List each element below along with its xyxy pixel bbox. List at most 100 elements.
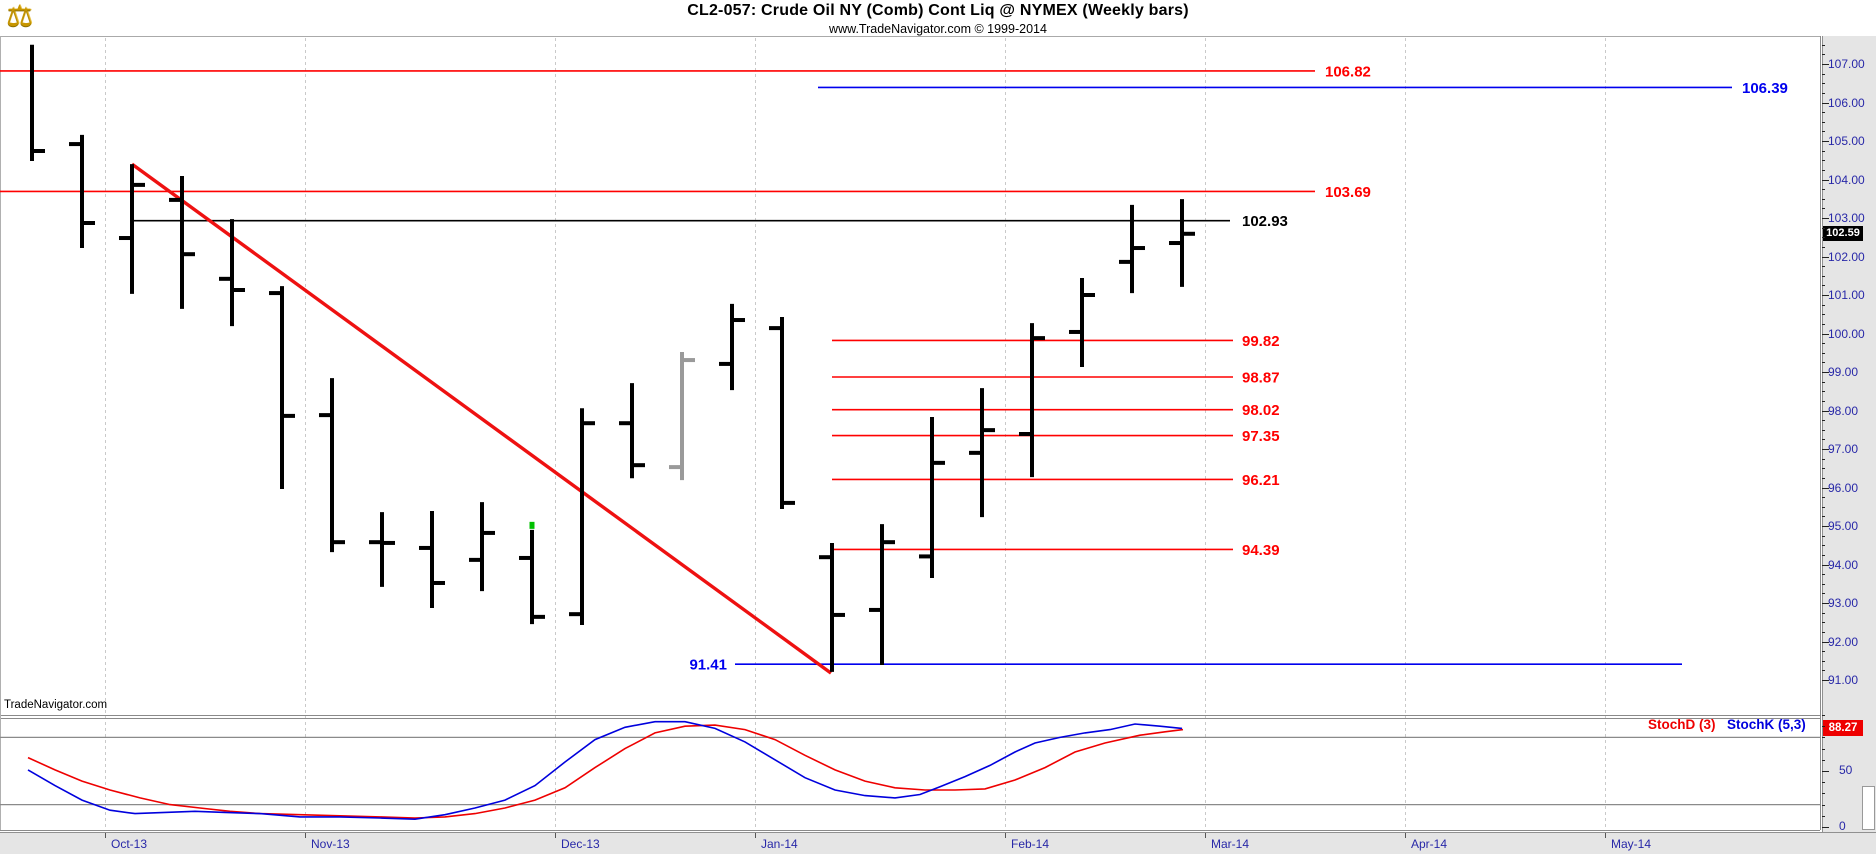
price-axis-tick: [1822, 304, 1825, 306]
price-axis-tick: [1822, 468, 1825, 470]
price-level-label: 103.69: [1325, 184, 1371, 201]
price-axis-tick: [1822, 680, 1829, 681]
month-label: May-14: [1611, 837, 1652, 851]
price-axis-label: 107.00: [1828, 57, 1865, 71]
price-axis[interactable]: 102.59 88.27 107.00 106.00 105.00 104.00 103…: [1822, 36, 1876, 833]
month-tick: [1405, 833, 1406, 838]
price-axis-tick: [1822, 54, 1825, 56]
price-level-label: 91.41: [689, 657, 727, 674]
price-axis-tick: [1822, 275, 1825, 277]
stoch-axis-tick: [1822, 793, 1825, 795]
price-axis-tick: [1822, 372, 1829, 373]
watermark-text: TradeNavigator.com: [4, 699, 108, 711]
price-axis-label: 98.00: [1828, 403, 1859, 418]
month-label: Feb-14: [1011, 837, 1050, 851]
month-tick: [1205, 833, 1206, 838]
price-axis-tick: [1822, 420, 1825, 422]
price-axis-label: 104.00: [1828, 172, 1865, 187]
ohlc-bar: [369, 512, 395, 587]
ohlc-bar: [119, 164, 145, 294]
month-label: Jan-14: [761, 837, 798, 851]
price-axis-tick: [1822, 603, 1829, 604]
ohlc-bar: [519, 521, 545, 625]
price-axis-tick: [1822, 179, 1829, 181]
ohlc-bar: [69, 134, 95, 249]
price-axis-tick: [1822, 545, 1825, 547]
price-level-label: 106.39: [1742, 80, 1788, 97]
stoch-axis-label: 50: [1839, 763, 1853, 777]
price-axis-label: 97.00: [1828, 442, 1859, 456]
price-axis-tick: [1822, 333, 1829, 335]
signal-dot: [529, 521, 535, 529]
price-axis-tick: [1822, 526, 1829, 527]
ohlc-bar: [1169, 199, 1195, 287]
price-level-label: 97.35: [1242, 428, 1280, 445]
price-axis-tick: [1822, 670, 1825, 672]
price-axis-tick: [1822, 574, 1825, 576]
price-axis-tick: [1822, 631, 1825, 633]
price-axis-tick: [1822, 506, 1825, 508]
ohlc-bar: [30, 44, 45, 162]
stochk-line: [27, 720, 1183, 821]
price-axis-tick: [1822, 612, 1825, 614]
price-axis-tick: [1822, 246, 1825, 248]
price-axis-tick: [1822, 323, 1825, 325]
price-axis-tick: [1822, 73, 1825, 75]
price-axis-tick: [1822, 256, 1829, 258]
ohlc-bar: [969, 388, 995, 518]
price-axis-tick: [1822, 622, 1825, 624]
price-axis-label: 101.00: [1828, 288, 1865, 302]
month-tick: [755, 833, 756, 838]
stoch-axis-tick: [1822, 782, 1825, 784]
price-axis-tick: [1822, 314, 1825, 316]
month-tick: [1005, 833, 1006, 838]
price-axis-tick: [1822, 343, 1825, 345]
stoch-axis-tick: [1822, 748, 1825, 750]
price-axis-tick: [1822, 381, 1825, 383]
ohlc-bar: [319, 378, 345, 553]
price-axis-tick: [1822, 641, 1829, 643]
last-price-badge: 102.59: [1823, 225, 1863, 241]
price-chart-plot-area[interactable]: 106.82 103.69 102.93 106.39 91.41 99.82 98.87 9…: [0, 0, 1822, 832]
price-axis-tick: [1822, 391, 1825, 393]
price-axis-label: 92.00: [1828, 634, 1859, 649]
ohlc-bar: [569, 408, 595, 625]
price-axis-tick: [1822, 583, 1825, 585]
price-axis-tick: [1822, 400, 1825, 402]
price-axis-tick: [1822, 121, 1825, 123]
trade-navigator-logo-scales-icon: ⚖: [6, 0, 33, 33]
stoch-axis-tick: [1822, 804, 1825, 806]
price-axis-tick: [1822, 218, 1829, 219]
stoch-axis-tick: [1822, 726, 1825, 728]
price-axis-tick: [1822, 285, 1825, 287]
price-axis-tick: [1822, 410, 1829, 412]
price-axis-label: 99.00: [1828, 365, 1859, 379]
date-axis[interactable]: Oct-13 Nov-13 Dec-13 Jan-14 Feb-14 Mar-14 Apr-…: [0, 832, 1876, 854]
price-axis-tick: [1822, 208, 1825, 210]
month-label: Oct-13: [111, 837, 148, 851]
ohlc-bar: [1069, 278, 1095, 367]
price-axis-label: 102.00: [1828, 249, 1865, 264]
price-axis-tick: [1822, 64, 1829, 65]
month-tick: [555, 833, 556, 838]
price-axis-label: 91.00: [1828, 673, 1859, 687]
stoch-axis-tick: [1822, 771, 1829, 772]
price-axis-tick: [1822, 362, 1825, 364]
price-axis-tick: [1822, 92, 1825, 94]
price-axis-tick: [1822, 497, 1825, 499]
price-axis-tick: [1822, 44, 1825, 46]
ohlc-bar: [1019, 323, 1045, 478]
price-axis-tick: [1822, 102, 1829, 104]
price-axis-tick: [1822, 651, 1825, 653]
trendline: [130, 162, 833, 675]
month-label: Dec-13: [561, 837, 600, 851]
scrollbar-nub[interactable]: [1862, 786, 1875, 830]
ohlc-bar: [1119, 204, 1145, 294]
month-tick: [105, 833, 106, 838]
price-axis-tick: [1822, 660, 1825, 662]
ohlc-bar: [769, 316, 795, 510]
price-axis-tick: [1822, 535, 1825, 537]
ohlc-bar: [169, 176, 195, 309]
month-tick: [305, 833, 306, 838]
